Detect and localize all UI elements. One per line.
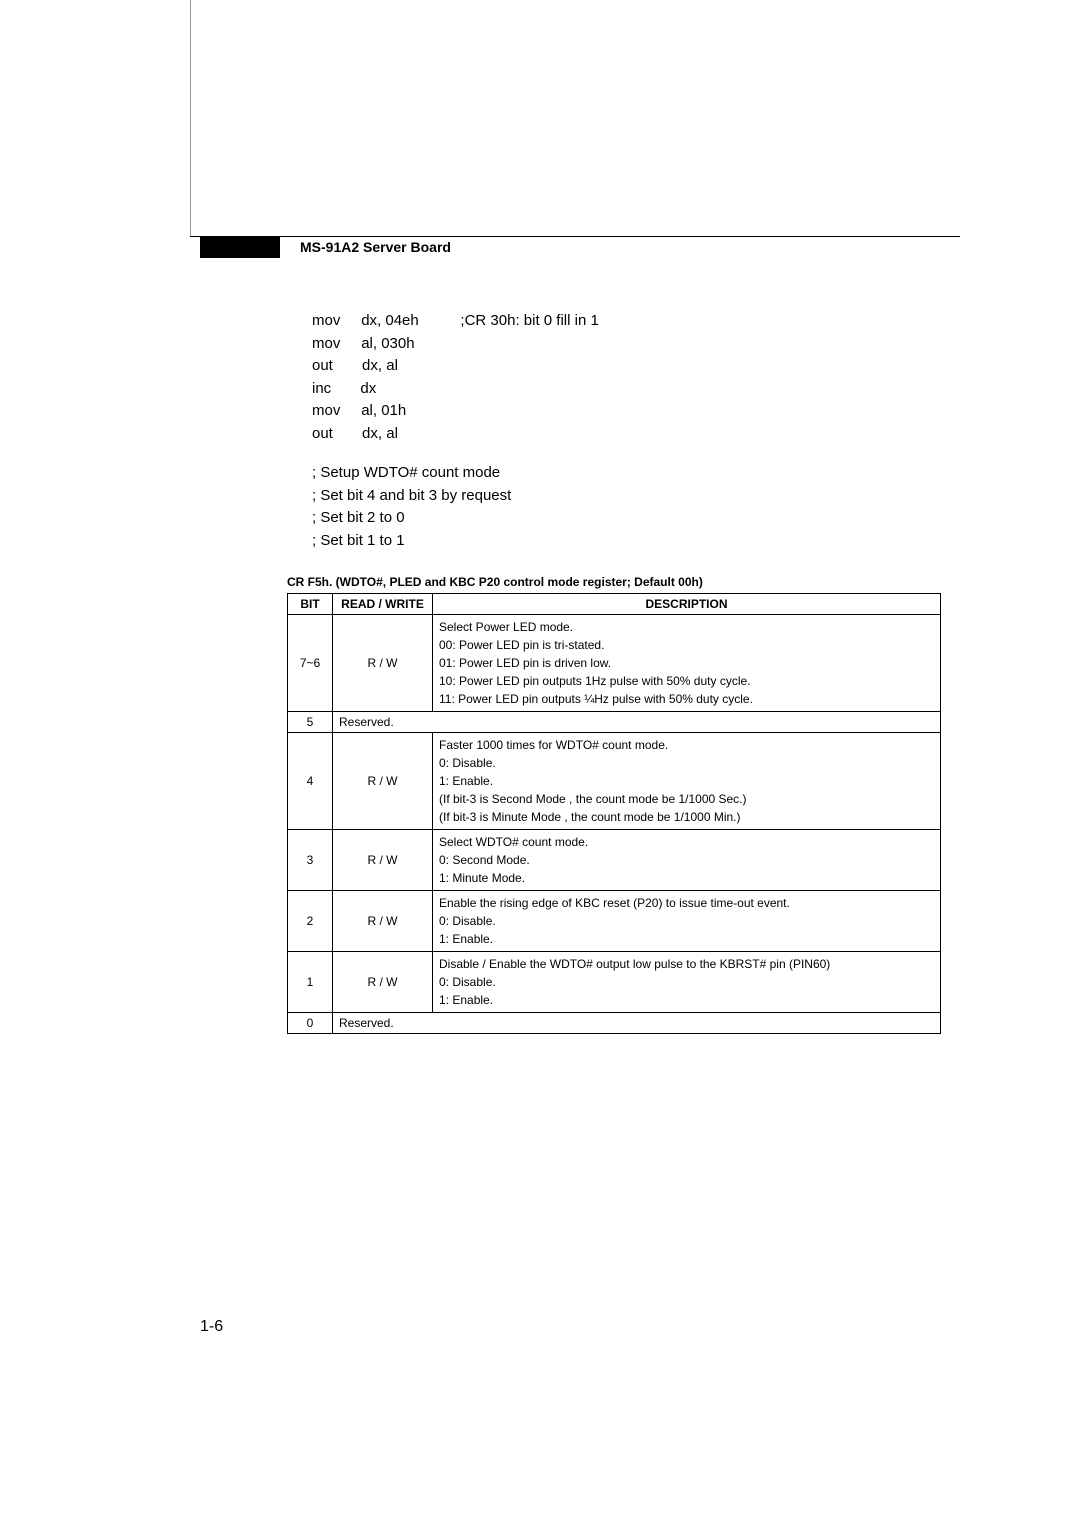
cell-rw: R / W	[333, 615, 433, 712]
cell-desc: Enable the rising edge of KBC reset (P20…	[433, 891, 941, 952]
comment-line: ; Set bit 2 to 0	[312, 507, 511, 530]
cell-bit: 0	[288, 1013, 333, 1034]
cell-rw: R / W	[333, 891, 433, 952]
cell-bit: 5	[288, 712, 333, 733]
table-header-row: BIT READ / WRITE DESCRIPTION	[288, 594, 941, 615]
cell-desc: Select WDTO# count mode.0: Second Mode.1…	[433, 830, 941, 891]
header-black-block	[200, 236, 280, 258]
table-title: CR F5h. (WDTO#, PLED and KBC P20 control…	[287, 575, 703, 589]
header-desc: DESCRIPTION	[433, 594, 941, 615]
code-line: out dx, al	[312, 423, 599, 446]
cell-bit: 7~6	[288, 615, 333, 712]
register-table: BIT READ / WRITE DESCRIPTION 7~6R / WSel…	[287, 593, 941, 1034]
vertical-divider	[190, 0, 191, 236]
comment-line: ; Setup WDTO# count mode	[312, 462, 511, 485]
cell-desc: Faster 1000 times for WDTO# count mode.0…	[433, 733, 941, 830]
table-row: 2R / WEnable the rising edge of KBC rese…	[288, 891, 941, 952]
page-number: 1-6	[200, 1318, 223, 1336]
code-line: mov al, 030h	[312, 333, 599, 356]
code-line: mov dx, 04eh ;CR 30h: bit 0 fill in 1	[312, 310, 599, 333]
cell-bit: 3	[288, 830, 333, 891]
table-row: 0Reserved.	[288, 1013, 941, 1034]
comment-line: ; Set bit 4 and bit 3 by request	[312, 485, 511, 508]
cell-rw: R / W	[333, 830, 433, 891]
header-bit: BIT	[288, 594, 333, 615]
code-block: mov dx, 04eh ;CR 30h: bit 0 fill in 1 mo…	[312, 310, 599, 445]
cell-bit: 1	[288, 952, 333, 1013]
comment-block: ; Setup WDTO# count mode ; Set bit 4 and…	[312, 462, 511, 552]
code-line: mov al, 01h	[312, 400, 599, 423]
table-row: 3R / WSelect WDTO# count mode.0: Second …	[288, 830, 941, 891]
comment-line: ; Set bit 1 to 1	[312, 530, 511, 553]
table-row: 5Reserved.	[288, 712, 941, 733]
cell-desc: Select Power LED mode.00: Power LED pin …	[433, 615, 941, 712]
cell-desc: Disable / Enable the WDTO# output low pu…	[433, 952, 941, 1013]
code-line: inc dx	[312, 378, 599, 401]
cell-reserved: Reserved.	[333, 712, 941, 733]
table-row: 1R / WDisable / Enable the WDTO# output …	[288, 952, 941, 1013]
cell-bit: 2	[288, 891, 333, 952]
cell-rw: R / W	[333, 733, 433, 830]
header-bar: MS-91A2 Server Board	[200, 236, 960, 258]
code-line: out dx, al	[312, 355, 599, 378]
cell-reserved: Reserved.	[333, 1013, 941, 1034]
cell-bit: 4	[288, 733, 333, 830]
table-row: 4R / WFaster 1000 times for WDTO# count …	[288, 733, 941, 830]
header-title: MS-91A2 Server Board	[300, 239, 451, 255]
cell-rw: R / W	[333, 952, 433, 1013]
table-row: 7~6R / WSelect Power LED mode.00: Power …	[288, 615, 941, 712]
header-rw: READ / WRITE	[333, 594, 433, 615]
